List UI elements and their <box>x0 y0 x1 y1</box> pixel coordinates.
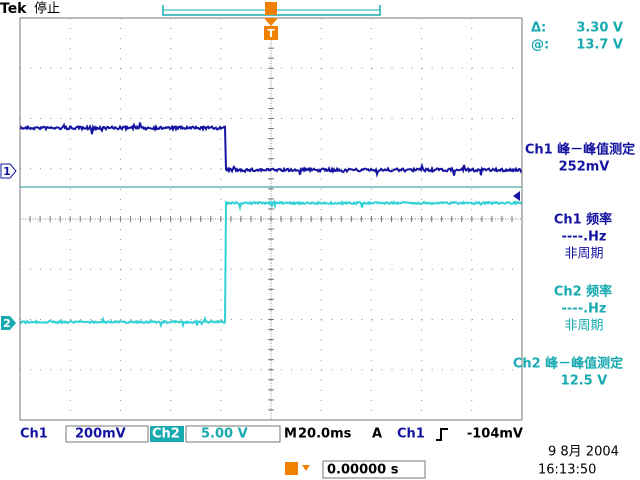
meas-value: 12.5 V <box>561 374 608 389</box>
ch2-marker: 2 <box>3 317 11 330</box>
ch2-label-box <box>150 426 184 442</box>
trigger-source: Ch1 <box>397 427 425 442</box>
ch2-label: Ch2 <box>152 427 180 442</box>
graticule <box>19 17 522 420</box>
cursor-at-label: @: <box>531 38 549 53</box>
meas-title: Ch1 峰－峰值测定 <box>525 142 635 158</box>
waveform <box>19 200 523 329</box>
ch2-marker-box <box>1 316 16 330</box>
ch1-scale-box <box>65 425 149 443</box>
ch1-label: Ch1 <box>20 427 48 442</box>
meas-status: 非周期 <box>564 319 603 334</box>
timebase: 20.0ms <box>298 427 352 442</box>
ch2-scale-box <box>185 425 281 443</box>
waveform <box>19 122 523 178</box>
trigger-arrow <box>264 18 278 26</box>
trigger-pos-arrow <box>302 465 310 471</box>
trigger-pos-icon <box>285 462 298 475</box>
brand: Tek <box>0 1 27 17</box>
cursor-at-value: 13.7 V <box>576 38 623 53</box>
ch2-scale: 5.00 V <box>201 427 248 442</box>
trigger-slope-icon <box>436 428 448 441</box>
trigger-mode: A <box>372 427 382 442</box>
cursor-delta-label: Δ: <box>531 21 546 36</box>
meas-value: ----.Hz <box>562 302 607 317</box>
meas-value: 252mV <box>559 160 610 175</box>
meas-value: ----.Hz <box>562 230 607 245</box>
meas-status: 非周期 <box>564 247 603 262</box>
timebase-prefix: M <box>284 427 297 442</box>
level-arrow <box>513 191 520 201</box>
meas-title: Ch1 频率 <box>554 212 612 228</box>
cursor-delta-value: 3.30 V <box>576 21 623 36</box>
waveforms <box>19 122 523 329</box>
time: 16:13:50 <box>538 463 596 478</box>
ch1-scale: 200mV <box>75 427 126 442</box>
trigger-marker-box <box>264 26 278 40</box>
meas-title: Ch2 峰－峰值测定 <box>513 356 623 372</box>
trigger-position: 0.00000 s <box>327 463 399 478</box>
ch1-marker-box <box>0 163 17 179</box>
trigger-marker: T <box>267 27 275 40</box>
meas-title: Ch2 频率 <box>554 284 612 300</box>
date: 9 8月 2004 <box>548 445 619 460</box>
run-status: 停止 <box>34 1 60 17</box>
ch1-marker: 1 <box>3 165 11 178</box>
trigger-pos-box <box>322 460 426 479</box>
trigger-level: -104mV <box>467 427 523 442</box>
trigger-pos-marker <box>265 2 277 15</box>
